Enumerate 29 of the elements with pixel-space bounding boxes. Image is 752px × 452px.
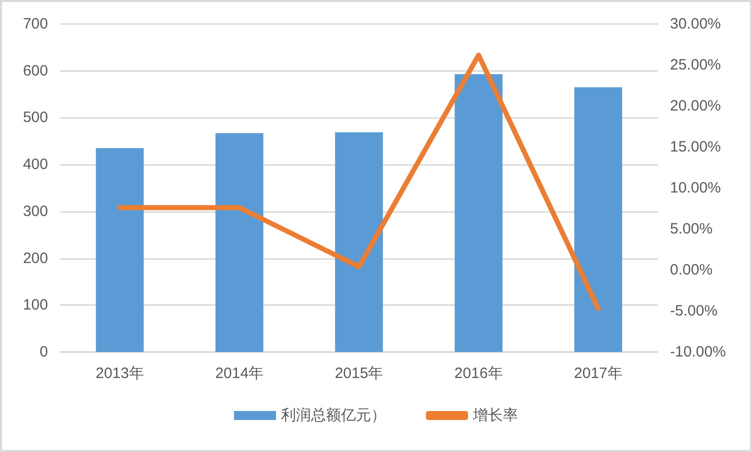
y-tick-label: 500 [22,109,48,126]
y-tick-label: 300 [22,202,48,220]
y2-tick-label: 30.00% [670,16,721,32]
y-tick-label: 100 [22,296,48,314]
y2-tick-label: 5.00% [670,220,713,238]
y2-tick-label: 15.00% [670,138,721,156]
y2-tick-label: 25.00% [670,56,721,74]
x-tick-label: 2013年 [96,365,144,382]
y-tick-label: 400 [22,156,48,174]
legend-label: 利润总额亿元） [281,407,386,424]
y-tick-label: 600 [22,62,48,80]
x-tick-label: 2016年 [454,365,503,382]
x-tick-label: 2015年 [334,365,384,382]
bar [96,148,144,352]
y-tick-label: 200 [22,250,48,267]
y2-tick-label: 20.00% [670,98,721,114]
y-tick-label: 700 [22,16,48,32]
legend-label: 增长率 [472,407,518,424]
bar [335,132,383,352]
bar [215,133,264,352]
y2-tick-label: -10.00% [670,344,726,360]
x-tick-label: 2014年 [215,365,264,382]
y2-tick-label: 0.00% [670,262,713,278]
y2-tick-label: 10.00% [670,180,721,196]
y-tick-label: 0 [40,344,48,360]
y2-tick-label: -5.00% [670,302,718,320]
bar [454,74,503,352]
bar [574,87,622,352]
x-tick-label: 2017年 [574,365,622,382]
